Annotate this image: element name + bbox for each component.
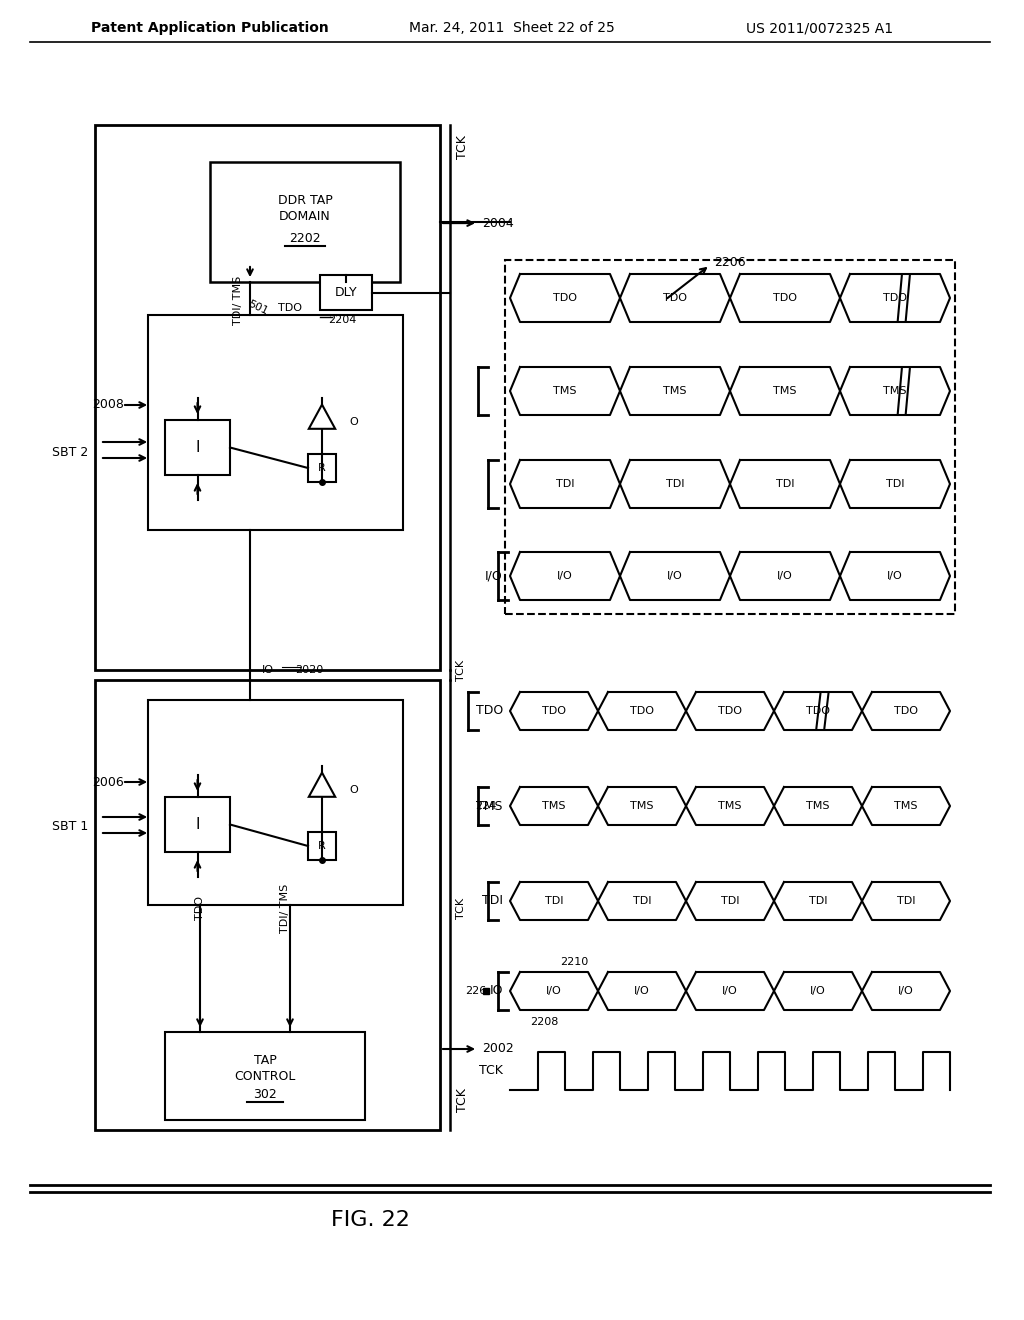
Text: TDO: TDO [894, 706, 918, 715]
Text: TDI: TDI [556, 479, 574, 488]
Text: TCK: TCK [456, 135, 469, 158]
Text: R: R [318, 463, 326, 473]
Text: I/O: I/O [898, 986, 913, 997]
Text: TDI: TDI [776, 479, 795, 488]
Bar [505, 260, 955, 614]
Bar [165, 1032, 365, 1119]
Text: SBT 1: SBT 1 [52, 821, 88, 833]
Text: TDI/ TMS: TDI/ TMS [233, 276, 243, 325]
Text: FIG. 22: FIG. 22 [331, 1210, 410, 1230]
Text: R: R [318, 841, 326, 851]
Text: TMS: TMS [630, 801, 653, 810]
Bar [165, 420, 230, 475]
Text: TDI: TDI [545, 896, 563, 906]
Text: TDI: TDI [721, 896, 739, 906]
Text: DOMAIN: DOMAIN [280, 210, 331, 223]
Text: IO: IO [489, 985, 503, 998]
Text: 224: 224 [475, 801, 496, 810]
Text: TMS: TMS [543, 801, 565, 810]
Text: TDI: TDI [666, 479, 684, 488]
Bar [308, 454, 336, 482]
Text: TCK: TCK [456, 660, 466, 681]
Text: TMS: TMS [773, 385, 797, 396]
Bar [95, 125, 440, 671]
Text: 2206: 2206 [714, 256, 745, 268]
Text: TDO: TDO [542, 706, 566, 715]
Text: 2202: 2202 [289, 231, 321, 244]
Text: TMS: TMS [718, 801, 741, 810]
Text: IO: IO [262, 665, 274, 675]
Text: 2020: 2020 [295, 665, 324, 675]
Text: TDO: TDO [195, 896, 205, 920]
Text: TDI: TDI [897, 896, 915, 906]
Text: 2008: 2008 [92, 399, 124, 412]
Text: I/O: I/O [634, 986, 650, 997]
Text: TDO: TDO [278, 304, 302, 313]
Text: SBT 2: SBT 2 [52, 446, 88, 458]
Bar [210, 162, 400, 282]
Text: TCK: TCK [456, 1088, 469, 1111]
Bar [308, 832, 336, 861]
Text: Mar. 24, 2011  Sheet 22 of 25: Mar. 24, 2011 Sheet 22 of 25 [410, 21, 614, 36]
Text: 2004: 2004 [482, 216, 514, 230]
Bar [148, 700, 403, 906]
Text: TDO: TDO [663, 293, 687, 304]
Bar [165, 797, 230, 851]
Text: TCK: TCK [479, 1064, 503, 1077]
Text: TDO: TDO [806, 706, 830, 715]
Text: I: I [196, 440, 200, 455]
Text: 2210: 2210 [560, 957, 588, 968]
Text: TDI/ TMS: TDI/ TMS [280, 883, 290, 933]
Text: I/O: I/O [485, 569, 503, 582]
Text: 2006: 2006 [92, 776, 124, 788]
Text: I/O: I/O [887, 572, 903, 581]
Text: Patent Application Publication: Patent Application Publication [91, 21, 329, 36]
Text: TCK: TCK [456, 898, 466, 919]
Text: 226: 226 [465, 986, 486, 997]
Text: O: O [349, 417, 358, 426]
Text: I/O: I/O [722, 986, 738, 997]
Text: I/O: I/O [777, 572, 793, 581]
Text: 2208: 2208 [530, 1016, 558, 1027]
Polygon shape [309, 772, 335, 797]
Text: TDO: TDO [718, 706, 742, 715]
Text: TMS: TMS [884, 385, 906, 396]
Text: TDI: TDI [482, 895, 503, 908]
Text: TDI: TDI [809, 896, 827, 906]
Bar [319, 275, 372, 310]
Text: I/O: I/O [557, 572, 572, 581]
Text: TDI: TDI [886, 479, 904, 488]
Text: 2204: 2204 [328, 315, 356, 325]
Polygon shape [309, 405, 335, 429]
Text: I/O: I/O [810, 986, 826, 997]
Text: TDO: TDO [630, 706, 654, 715]
Text: TDI: TDI [633, 896, 651, 906]
Text: 2002: 2002 [482, 1043, 514, 1056]
Text: TMS: TMS [476, 800, 503, 813]
Text: TMS: TMS [553, 385, 577, 396]
Text: TDO: TDO [476, 705, 503, 718]
Text: TDO: TDO [883, 293, 907, 304]
Text: TMS: TMS [806, 801, 829, 810]
Text: DLY: DLY [335, 286, 357, 300]
Text: CONTROL: CONTROL [234, 1069, 296, 1082]
Text: TDO: TDO [773, 293, 797, 304]
Text: TDO: TDO [553, 293, 577, 304]
Text: 302: 302 [253, 1088, 276, 1101]
Text: US 2011/0072325 A1: US 2011/0072325 A1 [746, 21, 894, 36]
Text: TMS: TMS [664, 385, 687, 396]
Text: TMS: TMS [894, 801, 918, 810]
Text: TAP: TAP [254, 1053, 276, 1067]
Bar [148, 315, 403, 531]
Text: 501: 501 [247, 300, 269, 317]
Bar [95, 680, 440, 1130]
Text: O: O [349, 785, 358, 795]
Text: I: I [196, 817, 200, 832]
Text: I/O: I/O [546, 986, 562, 997]
Text: DDR TAP: DDR TAP [278, 194, 333, 206]
Text: I/O: I/O [667, 572, 683, 581]
